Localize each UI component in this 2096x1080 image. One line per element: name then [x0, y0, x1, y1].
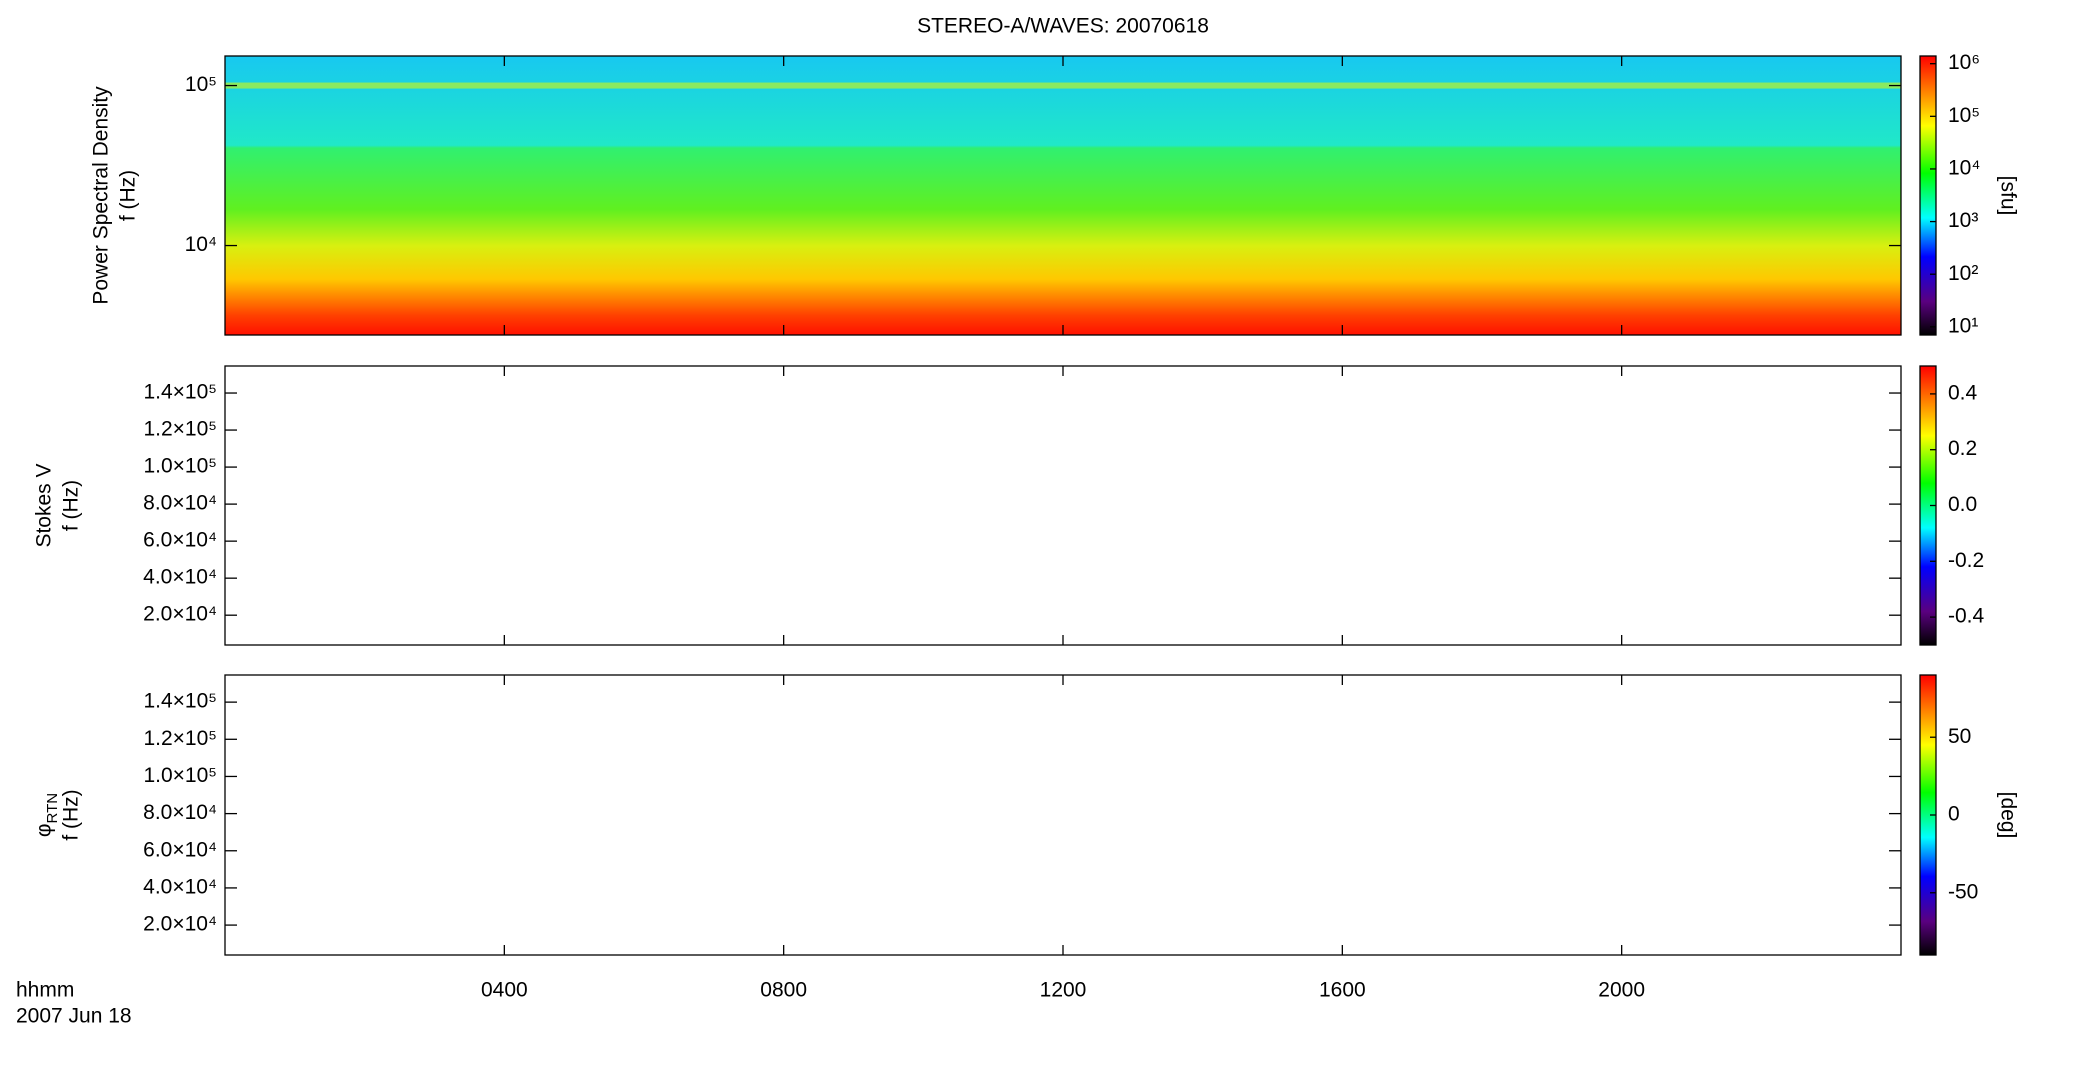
colorbar-tick-label: -50 — [1948, 880, 1978, 903]
colorbar-label: [deg] — [1996, 792, 2019, 839]
colorbar-tick-label: 50 — [1948, 725, 1971, 748]
colorbar-tick-label: 0.4 — [1948, 381, 1978, 404]
colorbar-tick-label: 0.2 — [1948, 437, 1977, 460]
x-tick-label: 1200 — [1040, 979, 1087, 1002]
time-axis-label: hhmm — [16, 979, 74, 1002]
y-tick-label: 2.0×10⁴ — [143, 913, 217, 936]
x-tick-label: 0800 — [760, 979, 807, 1002]
colorbar-tick-label: -0.4 — [1948, 605, 1985, 628]
y-tick-label: 1.4×10⁵ — [143, 690, 217, 713]
y-tick-label: 1.0×10⁵ — [143, 764, 217, 787]
colorbar-tick-label: 10⁶ — [1948, 51, 1980, 74]
plot-frame — [224, 674, 1902, 956]
y-tick-label: 1.2×10⁵ — [143, 418, 217, 441]
y-tick-label: 10⁴ — [185, 233, 217, 256]
y-axis-label: φRTN — [33, 793, 61, 837]
y-tick-label: 4.0×10⁴ — [143, 566, 217, 589]
y-tick-label: 4.0×10⁴ — [143, 875, 217, 898]
colorbar-frame — [1919, 55, 1937, 336]
y-tick-label: 1.0×10⁵ — [143, 455, 217, 478]
spectrogram — [225, 56, 1901, 335]
colorbar — [1920, 366, 1936, 645]
y-tick-label: 10⁵ — [185, 73, 217, 96]
chart-title: STEREO-A/WAVES: 20070618 — [917, 15, 1209, 38]
date-label: 2007 Jun 18 — [16, 1005, 132, 1028]
colorbar-tick-label: 10⁴ — [1948, 157, 1980, 180]
colorbar-tick-label: 0.0 — [1948, 493, 1977, 516]
spectrogram-band — [225, 82, 1901, 89]
y-axis-label: Stokes V — [33, 463, 56, 547]
y-axis-label: f (Hz) — [60, 789, 83, 840]
y-axis-label-subscript: RTN — [44, 793, 61, 824]
colorbar-tick-label: -0.2 — [1948, 549, 1984, 572]
x-tick-label: 1600 — [1319, 979, 1366, 1002]
y-tick-label: 8.0×10⁴ — [143, 492, 217, 515]
y-tick-label: 1.2×10⁵ — [143, 727, 217, 750]
y-tick-label: 6.0×10⁴ — [143, 838, 217, 861]
y-tick-label: 8.0×10⁴ — [143, 801, 217, 824]
x-tick-label: 0400 — [481, 979, 528, 1002]
y-tick-label: 1.4×10⁵ — [143, 381, 217, 404]
colorbar — [1920, 56, 1936, 335]
colorbar-tick-label: 0 — [1948, 803, 1960, 826]
y-axis-label: f (Hz) — [117, 170, 140, 221]
colorbar-tick-label: 10¹ — [1948, 314, 1978, 337]
y-axis-label: Power Spectral Density — [90, 86, 113, 305]
x-tick-label: 2000 — [1598, 979, 1645, 1002]
colorbar-tick-label: 10² — [1948, 262, 1978, 285]
colorbar-tick-label: 10³ — [1948, 209, 1978, 232]
y-axis-label: f (Hz) — [60, 480, 83, 531]
y-tick-label: 6.0×10⁴ — [143, 529, 217, 552]
plot-frame — [224, 365, 1902, 646]
y-tick-label: 2.0×10⁴ — [143, 603, 217, 626]
colorbar-tick-label: 10⁵ — [1948, 104, 1980, 127]
colorbar — [1920, 675, 1936, 955]
colorbar-label: [sfu] — [1996, 176, 2019, 216]
